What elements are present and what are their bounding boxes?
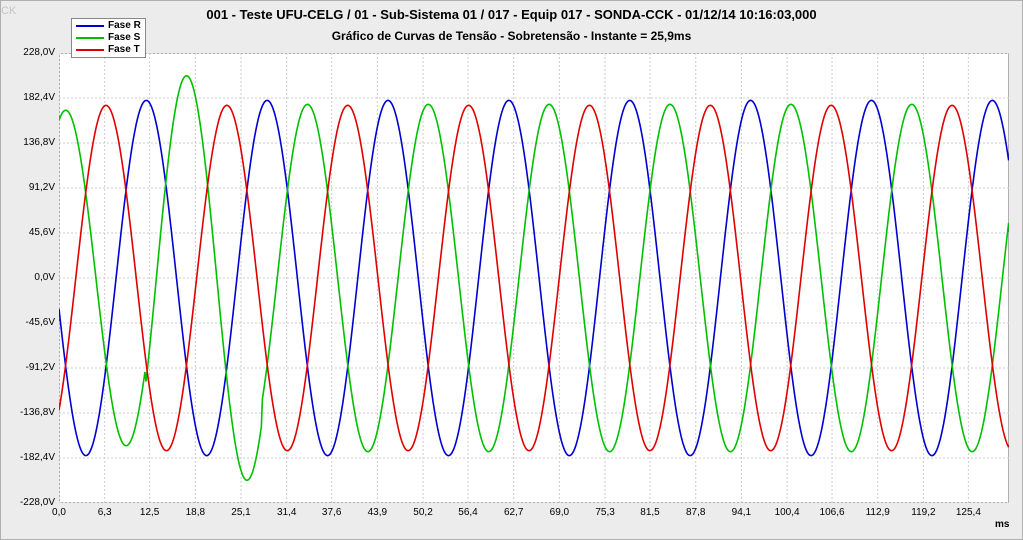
x-tick-label: 94,1 bbox=[732, 507, 751, 518]
chart-title-sub: Gráfico de Curvas de Tensão - Sobretensã… bbox=[1, 29, 1022, 43]
x-tick-label: 106,6 bbox=[820, 507, 845, 518]
x-tick-label: 81,5 bbox=[640, 507, 659, 518]
y-tick-label: -136,8V bbox=[7, 407, 55, 419]
legend-item: Fase S bbox=[76, 32, 141, 44]
chart-title-main: 001 - Teste UFU-CELG / 01 - Sub-Sistema … bbox=[1, 7, 1022, 22]
chart-panel: CK 001 - Teste UFU-CELG / 01 - Sub-Siste… bbox=[0, 0, 1023, 540]
x-tick-label: 50,2 bbox=[413, 507, 432, 518]
x-tick-label: 56,4 bbox=[458, 507, 477, 518]
legend-item: Fase R bbox=[76, 20, 141, 32]
y-tick-label: -228,0V bbox=[7, 497, 55, 509]
legend-color-line bbox=[76, 25, 104, 27]
plot-svg bbox=[59, 53, 1009, 503]
plot-area bbox=[59, 53, 1009, 503]
legend-color-line bbox=[76, 37, 104, 39]
x-tick-label: 62,7 bbox=[504, 507, 523, 518]
y-tick-label: 182,4V bbox=[7, 92, 55, 104]
x-tick-label: 75,3 bbox=[595, 507, 614, 518]
y-tick-label: 136,8V bbox=[7, 137, 55, 149]
x-tick-label: 119,2 bbox=[911, 507, 935, 518]
x-tick-label: 18,8 bbox=[186, 507, 205, 518]
x-tick-label: 12,5 bbox=[140, 507, 159, 518]
legend-item: Fase T bbox=[76, 44, 141, 56]
x-tick-label: 43,9 bbox=[368, 507, 387, 518]
x-tick-label: 31,4 bbox=[277, 507, 296, 518]
x-tick-label: 69,0 bbox=[550, 507, 569, 518]
x-tick-label: 87,8 bbox=[686, 507, 705, 518]
y-tick-label: -45,6V bbox=[7, 317, 55, 329]
y-tick-label: -182,4V bbox=[7, 452, 55, 464]
legend-label: Fase S bbox=[108, 32, 140, 44]
legend-box: Fase RFase SFase T bbox=[71, 18, 146, 58]
legend-label: Fase T bbox=[108, 44, 140, 56]
legend-label: Fase R bbox=[108, 20, 141, 32]
legend-color-line bbox=[76, 49, 104, 51]
y-tick-label: 228,0V bbox=[7, 47, 55, 59]
x-tick-label: 112,9 bbox=[866, 507, 890, 518]
y-tick-label: 91,2V bbox=[7, 182, 55, 194]
y-tick-label: -91,2V bbox=[7, 362, 55, 374]
y-tick-label: 0,0V bbox=[7, 272, 55, 284]
x-tick-label: 0,0 bbox=[52, 507, 66, 518]
x-axis-unit: ms bbox=[995, 519, 1009, 530]
x-tick-label: 125,4 bbox=[956, 507, 981, 518]
x-tick-label: 37,6 bbox=[322, 507, 341, 518]
x-tick-label: 25,1 bbox=[231, 507, 250, 518]
y-tick-label: 45,6V bbox=[7, 227, 55, 239]
x-tick-label: 6,3 bbox=[98, 507, 112, 518]
x-tick-label: 100,4 bbox=[775, 507, 800, 518]
